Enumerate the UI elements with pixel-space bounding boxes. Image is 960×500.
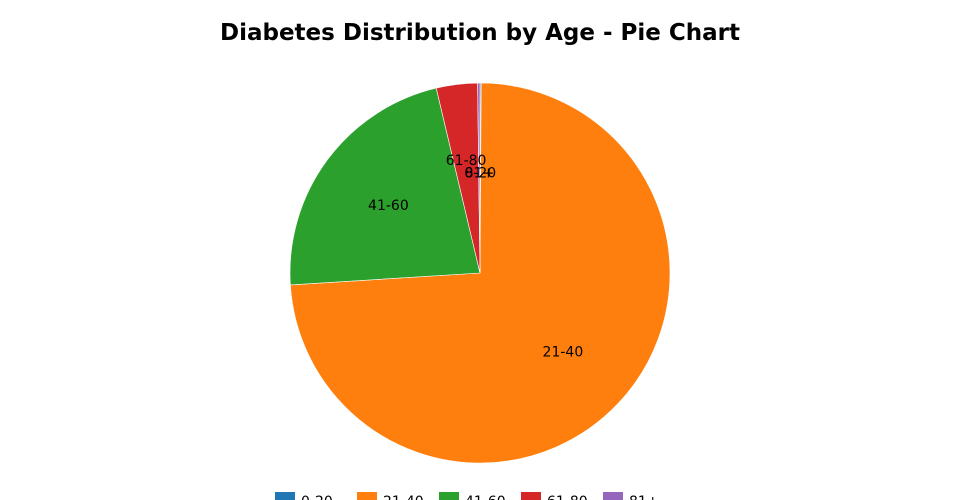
- slice-label-61-80: 61-80: [446, 153, 487, 169]
- legend-label: 21-40: [383, 494, 424, 500]
- legend-swatch: [603, 492, 623, 500]
- legend-item-61-80[interactable]: 61-80: [521, 492, 588, 500]
- slice-label-21-40: 21-40: [543, 344, 584, 360]
- chart-title: Diabetes Distribution by Age - Pie Chart: [220, 20, 740, 46]
- legend-swatch: [357, 492, 377, 500]
- legend-label: 41-60: [465, 494, 506, 500]
- legend-item-41-60[interactable]: 41-60: [439, 492, 506, 500]
- slice-label-81+: 81+: [465, 165, 495, 181]
- legend-item-0-20[interactable]: 0-20: [275, 492, 333, 500]
- pie-slice-41-60[interactable]: [289, 87, 481, 286]
- legend-swatch: [521, 492, 541, 500]
- legend-label: 81+: [629, 494, 659, 500]
- legend-item-81+[interactable]: 81+: [603, 492, 659, 500]
- legend-label: 61-80: [547, 494, 588, 500]
- legend-label: 0-20: [301, 494, 333, 500]
- pie-slice-81+[interactable]: [477, 82, 481, 274]
- legend-swatch: [439, 492, 459, 500]
- legend: 0-20 21-40 41-60 61-80 81+: [275, 492, 659, 500]
- slice-label-0-20: 0-20: [464, 165, 496, 181]
- slice-label-41-60: 41-60: [368, 198, 409, 214]
- legend-item-21-40[interactable]: 21-40: [357, 492, 424, 500]
- legend-swatch: [275, 492, 295, 500]
- pie-slices: [289, 82, 671, 464]
